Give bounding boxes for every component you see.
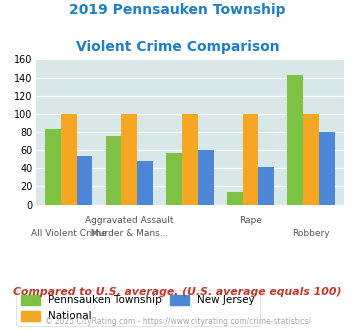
Bar — [242, 114, 258, 205]
Bar — [258, 167, 274, 205]
Text: Compared to U.S. average. (U.S. average equals 100): Compared to U.S. average. (U.S. average … — [13, 287, 342, 297]
Bar — [288, 75, 303, 205]
Text: All Violent Crime: All Violent Crime — [31, 229, 107, 238]
Text: Robbery: Robbery — [292, 229, 330, 238]
Bar — [319, 132, 335, 205]
Bar — [45, 129, 61, 205]
Text: Violent Crime Comparison: Violent Crime Comparison — [76, 40, 279, 53]
Text: 2019 Pennsauken Township: 2019 Pennsauken Township — [69, 3, 286, 17]
Text: Murder & Mans...: Murder & Mans... — [91, 229, 168, 238]
Bar — [137, 161, 153, 205]
Bar — [121, 114, 137, 205]
Bar — [227, 192, 242, 205]
Bar — [77, 155, 92, 205]
Text: © 2025 CityRating.com - https://www.cityrating.com/crime-statistics/: © 2025 CityRating.com - https://www.city… — [45, 317, 310, 326]
Bar — [303, 114, 319, 205]
Legend: Pennsauken Township, National, New Jersey: Pennsauken Township, National, New Jerse… — [16, 290, 260, 326]
Text: Rape: Rape — [239, 216, 262, 225]
Text: Aggravated Assault: Aggravated Assault — [85, 216, 174, 225]
Bar — [166, 153, 182, 205]
Bar — [182, 114, 198, 205]
Bar — [198, 150, 214, 205]
Bar — [106, 136, 121, 205]
Bar — [61, 114, 77, 205]
